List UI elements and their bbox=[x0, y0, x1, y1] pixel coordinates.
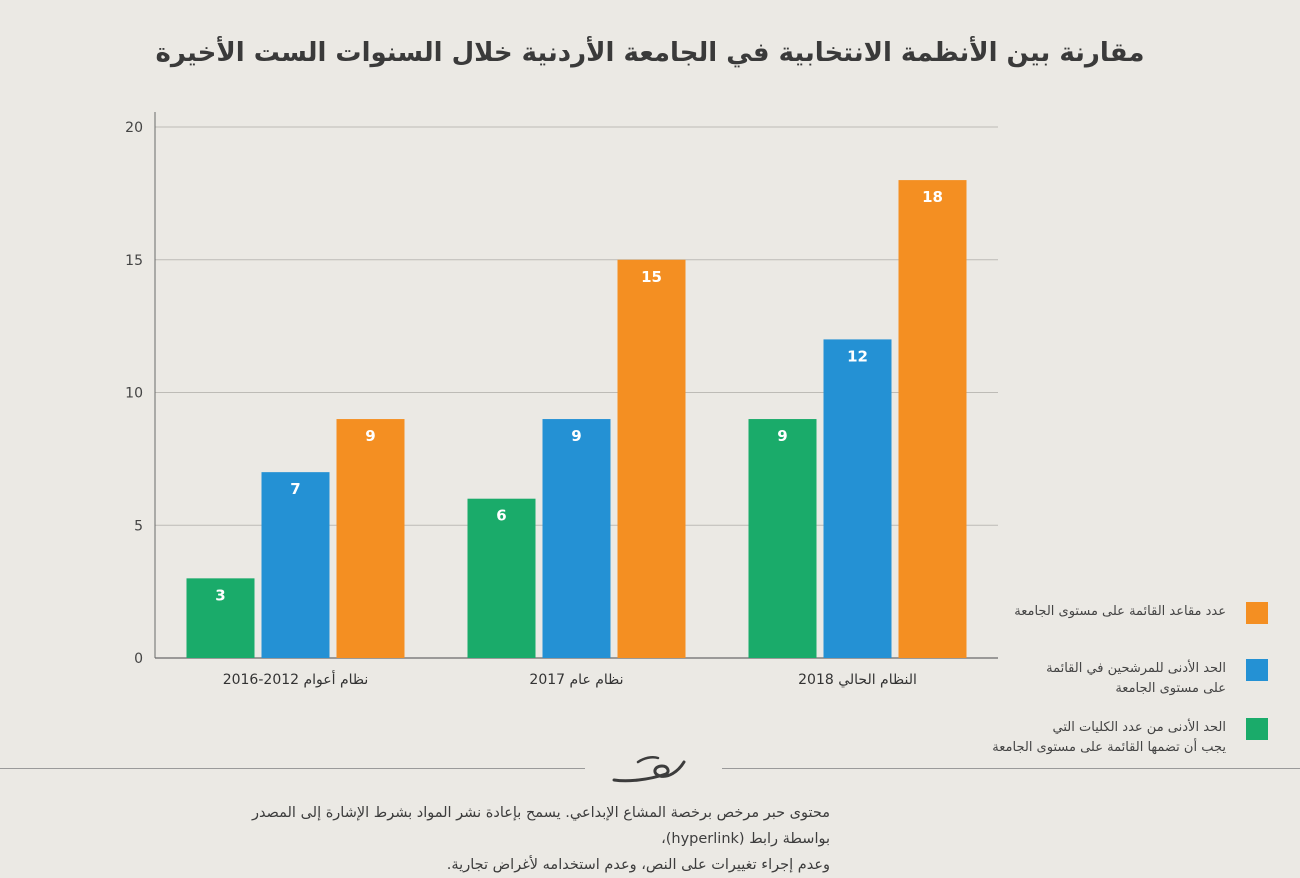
footer-divider-left bbox=[0, 768, 585, 769]
license-notice: محتوى حبر مرخص برخصة المشاع الإبداعي. يس… bbox=[210, 800, 830, 878]
legend-candidates-line1: الحد الأدنى للمرشحين في القائمة bbox=[1046, 661, 1226, 676]
legend-swatch-green bbox=[1246, 718, 1268, 740]
legend-candidates-line2: على مستوى الجامعة bbox=[1115, 681, 1226, 696]
footer-divider-right bbox=[722, 768, 1300, 769]
y-tick-label: 0 bbox=[134, 651, 143, 667]
chart-title: مقارنة بين الأنظمة الانتخابية في الجامعة… bbox=[155, 38, 1145, 68]
bar-value-label: 18 bbox=[922, 188, 943, 206]
bar-value-label: 9 bbox=[365, 427, 375, 445]
x-category-label: نظام عام 2017 bbox=[529, 672, 623, 688]
x-category-label: النظام الحالي 2018 bbox=[798, 672, 917, 688]
legend-swatch-blue bbox=[1246, 659, 1268, 681]
x-category-label: نظام أعوام 2012-2016 bbox=[223, 670, 369, 688]
bar bbox=[261, 472, 330, 658]
legend-faculties-line1: الحد الأدنى من عدد الكليات التي bbox=[1052, 720, 1226, 735]
y-tick-label: 10 bbox=[125, 386, 143, 402]
legend-seats-line1: عدد مقاعد القائمة على مستوى الجامعة bbox=[1014, 604, 1226, 619]
bar-value-label: 9 bbox=[571, 427, 581, 445]
legend-label-faculties: الحد الأدنى من عدد الكليات التي يجب أن ت… bbox=[992, 718, 1226, 758]
legend-item-seats: عدد مقاعد القائمة على مستوى الجامعة bbox=[1014, 602, 1268, 624]
bar bbox=[748, 419, 817, 658]
legend-item-candidates: الحد الأدنى للمرشحين في القائمة على مستو… bbox=[1046, 659, 1268, 699]
bar bbox=[823, 339, 892, 658]
license-line1: محتوى حبر مرخص برخصة المشاع الإبداعي. يس… bbox=[251, 805, 830, 847]
bar-value-label: 12 bbox=[847, 347, 868, 365]
legend-label-candidates: الحد الأدنى للمرشحين في القائمة على مستو… bbox=[1046, 659, 1226, 699]
bar bbox=[467, 498, 536, 658]
bar bbox=[542, 419, 611, 658]
legend-label-seats: عدد مقاعد القائمة على مستوى الجامعة bbox=[1014, 602, 1226, 622]
legend-item-faculties: الحد الأدنى من عدد الكليات التي يجب أن ت… bbox=[992, 718, 1268, 758]
legend-faculties-line2: يجب أن تضمها القائمة على مستوى الجامعة bbox=[992, 740, 1226, 755]
bar-value-label: 7 bbox=[290, 480, 300, 498]
bar-value-label: 3 bbox=[215, 586, 225, 604]
bar bbox=[336, 419, 405, 658]
bar bbox=[186, 578, 255, 658]
bar-value-label: 6 bbox=[496, 507, 506, 525]
license-line2: وعدم إجراء تغييرات على النص، وعدم استخدا… bbox=[446, 857, 830, 873]
bar-value-label: 15 bbox=[641, 268, 662, 286]
bar-value-label: 9 bbox=[777, 427, 787, 445]
y-tick-label: 20 bbox=[125, 120, 143, 136]
bar bbox=[617, 259, 686, 658]
y-tick-label: 5 bbox=[134, 518, 143, 534]
y-tick-label: 15 bbox=[125, 253, 143, 269]
legend-swatch-orange bbox=[1246, 602, 1268, 624]
7iber-logo-icon bbox=[612, 755, 686, 783]
bar bbox=[898, 180, 967, 658]
